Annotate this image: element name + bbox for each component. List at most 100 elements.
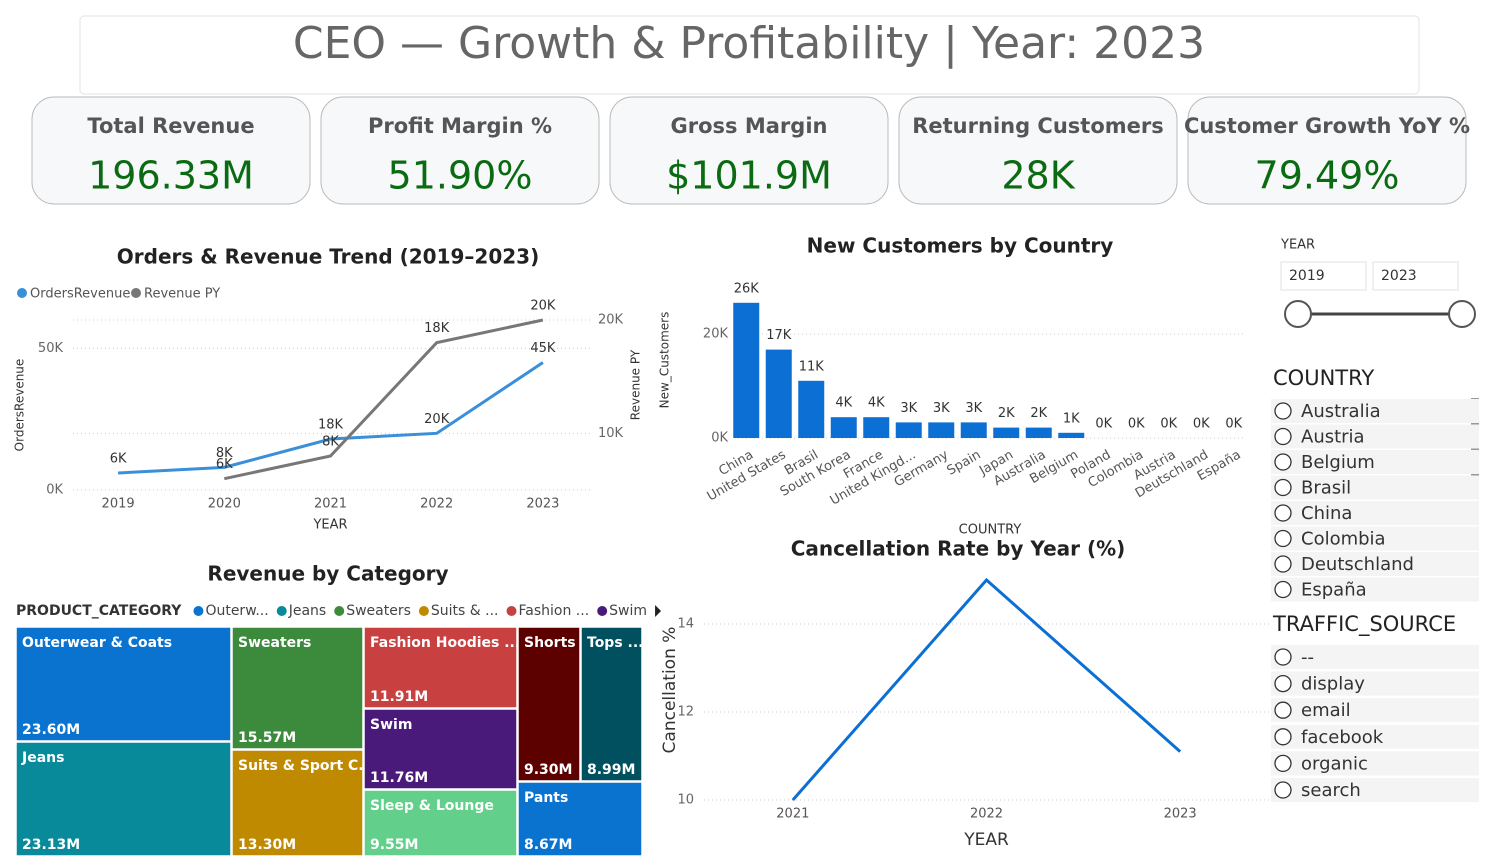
data-label: 0K [1160,417,1177,432]
tile-label: Sleep & Lounge [370,798,494,814]
tile-value: 11.76M [370,770,428,786]
data-label: 8K [216,446,233,461]
tile-label: Jeans [21,750,64,766]
data-label: 3K [933,401,950,416]
radio[interactable] [1274,478,1292,497]
data-label: 4K [868,396,885,411]
data-label: 18K [424,321,450,336]
kpi-label: Returning Customers [912,114,1164,138]
data-label: 45K [530,341,556,356]
slicer-row [1271,671,1479,696]
slicer-item[interactable]: Deutschland [1301,554,1414,575]
data-label: 17K [766,328,792,343]
slicer-item[interactable]: Brasil [1301,478,1351,499]
slider-handle[interactable] [1284,300,1312,328]
x-tick-label: 2023 [1164,807,1197,822]
data-label: 20K [530,299,556,314]
tile [363,626,518,709]
radio[interactable] [1274,728,1292,746]
chart-title: Orders & Revenue Trend (2019–2023) [117,245,539,269]
slicer-row [1271,577,1479,602]
slicer-item[interactable]: email [1301,700,1351,721]
kpi-card [1187,96,1467,205]
slicer-row [1271,698,1479,723]
data-label: 4K [835,396,852,411]
y-axis-title: OrdersRevenue [13,359,27,452]
bar [895,422,922,438]
radio[interactable] [1274,674,1292,693]
y-axis-title: New_Customers [658,312,672,409]
tile-label: Suits & Sport C... [238,758,374,774]
bar [993,427,1020,438]
tile [580,626,643,782]
slicer-item[interactable]: Colombia [1301,529,1386,550]
slicer-item[interactable]: China [1301,503,1352,524]
bar [798,380,825,438]
legend-more[interactable] [655,605,662,617]
radio[interactable] [1274,781,1292,799]
legend-marker [17,288,27,298]
year-from-box[interactable] [1280,261,1367,291]
line-series [118,361,544,475]
slicer-item[interactable]: Australia [1301,401,1381,422]
legend-label: Fashion ... [519,603,590,619]
tile [363,789,518,857]
slicer-item[interactable]: -- [1301,647,1314,668]
tile-value: 15.57M [238,730,296,746]
tile-value: 9.55M [370,837,418,853]
year-to-box[interactable] [1372,261,1459,291]
data-label: 2K [1030,406,1047,421]
legend-label: Suits & ... [431,603,499,619]
radio[interactable] [1274,427,1292,446]
radio[interactable] [1274,648,1292,666]
tile [517,626,581,782]
radio[interactable] [1274,453,1292,471]
slicer-row [1271,552,1479,576]
tile-value: 13.30M [238,837,296,853]
data-label: 11K [799,359,825,374]
slicer-item[interactable]: Belgium [1301,452,1375,473]
tick-label: 20K [598,313,624,328]
slicer-item[interactable]: display [1301,674,1365,695]
radio[interactable] [1274,529,1292,548]
slicer-item[interactable]: search [1301,780,1361,801]
radio[interactable] [1274,580,1292,599]
radio[interactable] [1274,402,1292,420]
x-tick-label: 2019 [102,497,135,512]
tile [15,626,232,742]
tile-label: Pants [524,790,568,806]
bar [1025,427,1052,438]
radio[interactable] [1274,555,1292,573]
slicer-item[interactable]: facebook [1301,727,1384,748]
radio[interactable] [1274,701,1292,719]
bar [733,302,760,438]
tick-label: 0K [711,431,728,446]
kpi-value: 196.33M [88,154,254,198]
tick-label: 14 [677,617,694,632]
data-label: 8K [322,435,339,450]
x-tick-label: 2021 [776,807,809,822]
radio[interactable] [1274,754,1292,773]
kpi-card [320,96,600,205]
slicer-item[interactable]: Austria [1301,427,1365,448]
slicer-item[interactable]: España [1301,580,1367,601]
radio[interactable] [1274,504,1292,522]
tick-label: 12 [677,705,694,720]
data-label: 2K [998,406,1015,421]
page-title: CEO — Growth & Profitability | Year: 202… [293,18,1205,69]
slicer-item[interactable]: organic [1301,753,1368,774]
slider-handle[interactable] [1448,300,1476,328]
tile-value: 11.91M [370,689,428,705]
line-series [223,318,544,481]
legend-label: Swim [609,603,647,619]
chart-title: Cancellation Rate by Year (%) [791,537,1126,561]
data-label: 6K [216,457,233,472]
tile-label: Fashion Hoodies ... [370,635,520,651]
data-label: 6K [110,452,127,467]
slicer-row [1271,751,1479,776]
slicer-title: COUNTRY [1273,366,1374,390]
slicer-from: 2019 [1289,268,1325,284]
tile-label: Shorts [524,635,576,651]
bar [830,417,857,438]
